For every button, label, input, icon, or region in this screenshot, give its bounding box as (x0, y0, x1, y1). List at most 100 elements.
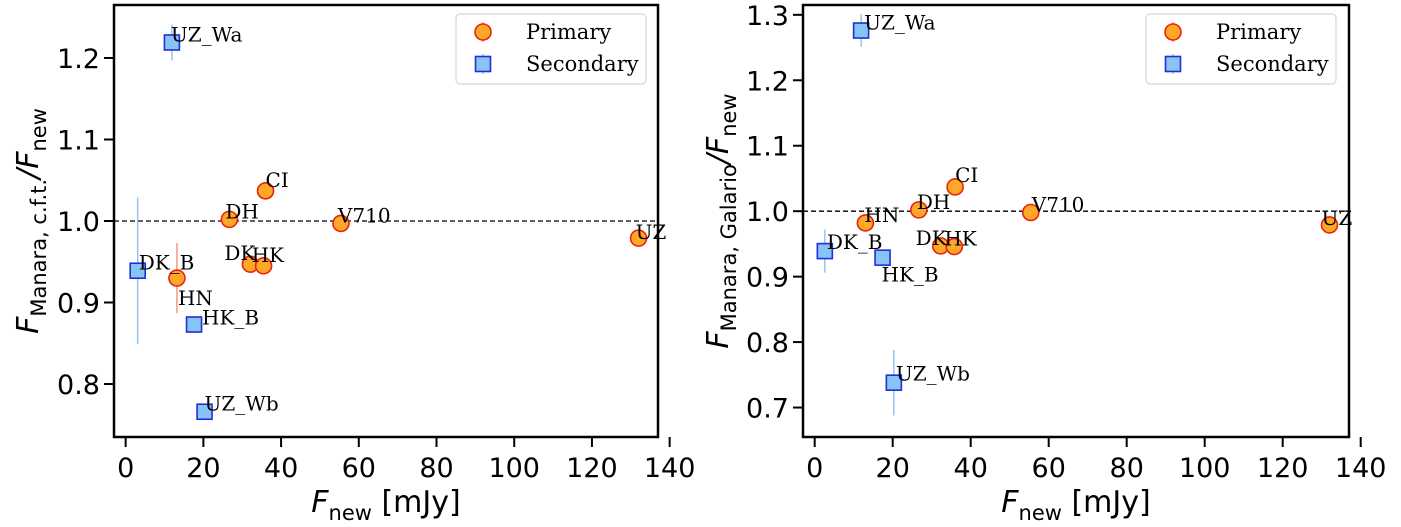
x-tick-label: 120 (1257, 453, 1309, 484)
x-tick-label: 20 (876, 453, 910, 484)
x-axis-label: Fnew [mJy] (1001, 485, 1150, 525)
data-label-uz: UZ (636, 220, 667, 244)
y-tick-label: 1.0 (57, 207, 100, 238)
data-point-dh (910, 201, 928, 219)
chart-panel-2: 0 20 40 60 80 100 120 140 0.7 0.8 0.9 1.0 1.1 1.2 1.3 F… (701, 1, 1386, 525)
data-point-hk (945, 237, 964, 256)
chart-panel-1: 0 20 40 60 80 100 120 140 0.8 0.9 1.0 1.1 1.2 Fnew [m… (11, 3, 696, 525)
data-point-ci (946, 178, 964, 196)
y-tick-label: 0.9 (57, 289, 100, 320)
x-tick-label: 100 (1179, 453, 1231, 484)
data-point-hk_b (874, 249, 891, 266)
data-point-hk_b (185, 316, 203, 333)
data-point-hn (168, 269, 186, 287)
y-label-sub2: new (717, 93, 741, 136)
data-label-dk_b: DK_B (827, 230, 883, 254)
data-point-dk_b (129, 262, 147, 280)
data-point-uz_wb (885, 374, 903, 391)
x-tick-label: 80 (419, 453, 453, 484)
x-axis-label: Fnew [mJy] (311, 485, 460, 525)
x-tick-label: 40 (264, 453, 298, 484)
y-label-sub: Manara, Galario (717, 164, 741, 331)
x-label-unit: [mJy] (1062, 485, 1151, 520)
x-tick-label: 20 (186, 453, 220, 484)
data-label-v710: V710 (337, 203, 391, 227)
x-tick-label: 120 (566, 453, 618, 484)
y-label-main: F (701, 331, 736, 349)
y-axis-label: FManara, Galario/Fnew (701, 93, 741, 348)
data-label-hk: HK (944, 227, 977, 251)
y-tick-label: 1.1 (57, 125, 100, 156)
data-label-uz_wb: UZ_Wb (896, 362, 970, 386)
legend-box (1145, 13, 1337, 85)
data-point-uz (1320, 216, 1339, 234)
data-label-dk: DK (916, 226, 948, 250)
data-point-hk (254, 257, 273, 275)
x-tick-label: 60 (1032, 453, 1066, 484)
y-tick-label: 1.2 (57, 44, 100, 75)
data-label-dk_b: DK_B (139, 251, 195, 275)
data-point-v710 (1021, 203, 1040, 222)
data-label-dh: DH (917, 190, 950, 214)
data-label-uz: UZ (1322, 206, 1353, 230)
data-label-v710: V710 (1031, 192, 1085, 216)
x-tick-label: 140 (644, 453, 696, 484)
legend-label-primary: Primary (1216, 20, 1301, 44)
y-tick-label: 1.0 (746, 197, 789, 228)
data-label-hk_b: HK_B (202, 306, 259, 330)
data-point-ci (256, 182, 275, 200)
data-label-dh: DH (225, 199, 258, 223)
legend-box (455, 13, 647, 85)
plot-frame (112, 3, 660, 439)
y-tick-label: 0.8 (746, 328, 789, 359)
data-label-uz_wb: UZ_Wb (205, 392, 279, 416)
data-label-hk_b: HK_B (882, 263, 939, 287)
y-tick-label: 0.8 (57, 370, 100, 401)
y-tick-label: 0.9 (746, 263, 789, 294)
y-axis-label: FManara, c.f.t./Fnew (11, 108, 51, 334)
data-label-hk: HK (252, 243, 285, 267)
data-point-uz_wb (196, 403, 213, 421)
data-point-dk_b (816, 242, 834, 260)
legend-label-primary: Primary (526, 20, 611, 44)
y-tick-label: 1.2 (746, 66, 789, 97)
legend-label-secondary: Secondary (526, 52, 639, 76)
x-label-sub: new (329, 501, 372, 525)
y-tick-label: 0.7 (746, 394, 789, 425)
x-tick-label: 60 (342, 453, 376, 484)
x-tick-label: 100 (488, 453, 540, 484)
x-tick-label: 0 (117, 453, 134, 484)
data-point-uz_wa (852, 22, 870, 39)
legend-marker-primary (474, 23, 492, 41)
y-tick-label: 1.3 (746, 1, 789, 32)
y-label-suffix: /F (701, 136, 736, 167)
legend-label-secondary: Secondary (1216, 52, 1329, 76)
x-label-unit: [mJy] (372, 485, 461, 520)
x-label-main: F (311, 485, 329, 520)
y-label-sub: Manara, c.f.t. (27, 179, 51, 317)
data-label-uz_wa: UZ_Wa (864, 11, 936, 35)
data-point-dh (220, 210, 239, 229)
data-label-ci: CI (955, 163, 978, 187)
x-tick-label: 40 (954, 453, 988, 484)
data-point-uz (629, 229, 648, 247)
y-label-sub2: new (27, 108, 51, 151)
x-tick-label: 0 (806, 453, 823, 484)
legend-marker-secondary (474, 55, 492, 73)
data-label-hn: HN (864, 203, 899, 227)
data-label-uz_wa: UZ_Wa (171, 22, 243, 46)
x-tick-label: 80 (1110, 453, 1144, 484)
plot-frame (801, 3, 1351, 439)
y-label-main: F (11, 316, 46, 334)
x-label-main: F (1001, 485, 1019, 520)
legend-marker-secondary (1164, 55, 1182, 73)
data-label-dk: DK (224, 241, 256, 265)
data-label-hn: HN (178, 286, 213, 310)
x-tick-label: 140 (1335, 453, 1387, 484)
x-label-sub: new (1019, 501, 1062, 525)
data-point-hn (856, 214, 875, 232)
y-tick-label: 1.1 (746, 132, 789, 163)
data-label-ci: CI (266, 168, 289, 192)
y-label-suffix: /F (11, 151, 46, 182)
